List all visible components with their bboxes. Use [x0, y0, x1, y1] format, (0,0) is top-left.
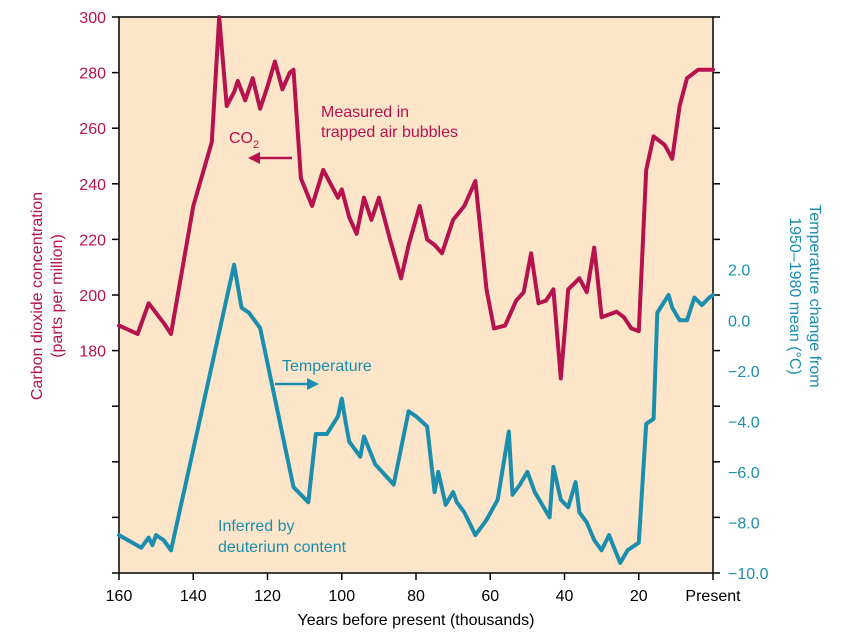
x-tick-label: 140: [180, 588, 207, 605]
right-tick-label: −10.0: [728, 566, 769, 583]
right-tick-label: −2.0: [728, 364, 760, 381]
co2-label-main: CO: [229, 130, 253, 147]
left-tick-label: 180: [79, 344, 106, 361]
right-axis-title-line2: 1950–1980 mean (°C): [786, 217, 803, 375]
right-tick-label: 0.0: [728, 313, 750, 330]
right-axis-title: Temperature change from 1950–1980 mean (…: [786, 204, 823, 387]
temp-inferred-annotation-line2: deuterium content: [218, 539, 347, 556]
co2-measured-annotation-line2: trapped air bubbles: [321, 124, 458, 141]
axis-ticks: 160 140 120 100 80 60 40 20 Present 180 200 220 240 2…: [79, 10, 768, 605]
left-axis-title-line1: Carbon dioxide concentration: [29, 192, 46, 400]
right-tick-label: 2.0: [728, 263, 750, 280]
left-tick-label: 200: [79, 288, 106, 305]
left-tick-label: 260: [79, 121, 106, 138]
x-tick-label: 60: [481, 588, 499, 605]
x-tick-label: 20: [630, 588, 648, 605]
left-axis-title: Carbon dioxide concentration (parts per …: [29, 192, 66, 400]
plot-area: [119, 17, 713, 573]
co2-label-subscript: 2: [253, 139, 259, 151]
temp-inferred-annotation-line1: Inferred by: [218, 518, 294, 535]
x-tick-label: 120: [254, 588, 281, 605]
co2-series-line: [117, 15, 715, 381]
right-tick-label: −6.0: [728, 465, 760, 482]
left-axis-title-line2: (parts per million): [49, 234, 66, 358]
co2-arrow-head: [248, 152, 260, 164]
left-tick-label: 300: [79, 10, 106, 27]
co2-label: CO2: [229, 130, 259, 151]
left-tick-label: 280: [79, 66, 106, 83]
x-tick-label: 40: [556, 588, 574, 605]
temperature-arrow-head: [307, 378, 319, 390]
x-tick-label: 160: [106, 588, 133, 605]
right-tick-label: −8.0: [728, 515, 760, 532]
series-layer: [117, 15, 715, 565]
left-tick-label: 240: [79, 177, 106, 194]
x-tick-label: 100: [328, 588, 355, 605]
x-axis-title: Years before present (thousands): [298, 612, 535, 629]
x-tick-label: 80: [407, 588, 425, 605]
x-tick-label: Present: [685, 588, 741, 605]
left-tick-label: 220: [79, 232, 106, 249]
temperature-series-line: [117, 262, 715, 565]
temperature-label: Temperature: [282, 358, 372, 375]
right-axis-title-line1: Temperature change from: [806, 204, 823, 387]
co2-measured-annotation-line1: Measured in: [321, 104, 409, 121]
right-tick-label: −4.0: [728, 414, 760, 431]
